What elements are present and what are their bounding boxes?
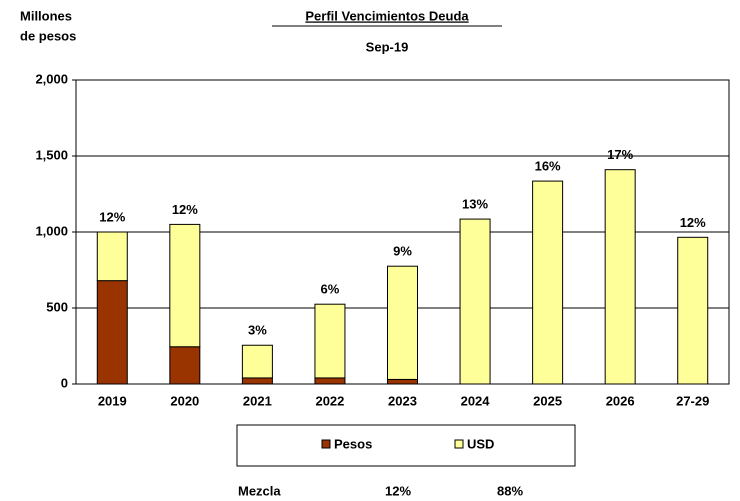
footer-label: Mezcla	[238, 483, 281, 498]
legend-label: Pesos	[334, 436, 372, 451]
bar-label: 13%	[462, 197, 488, 212]
footer-value: 12%	[385, 483, 411, 498]
x-tick-label: 2021	[243, 393, 272, 408]
x-tick-label: 2023	[388, 393, 417, 408]
bar-segment	[241, 377, 273, 385]
y-tick-label: 1,500	[35, 147, 68, 162]
x-tick-label: 2025	[533, 393, 562, 408]
chart-title: Perfil Vencimientos Deuda	[305, 8, 469, 23]
bar-segment	[459, 218, 491, 385]
x-tick-label: 27-29	[676, 393, 709, 408]
bar-label: 6%	[321, 282, 340, 297]
bar-segment	[677, 236, 709, 385]
bar-segment	[314, 303, 346, 379]
bar-segment	[604, 169, 636, 385]
bar-segment	[532, 180, 564, 385]
bar-segment	[387, 378, 418, 385]
bar-label: 16%	[535, 159, 561, 174]
y-tick-label: 0	[61, 375, 68, 390]
legend-label: USD	[467, 436, 494, 451]
bar-label: 9%	[393, 244, 412, 259]
legend-swatch	[454, 439, 464, 449]
x-tick-label: 2019	[98, 393, 127, 408]
y-tick-label: 2,000	[35, 71, 68, 86]
x-tick-label: 2026	[606, 393, 635, 408]
legend-swatch	[321, 439, 331, 449]
chart-subtitle: Sep-19	[366, 39, 409, 54]
bar-segment	[169, 346, 201, 385]
bar-label: 17%	[607, 147, 633, 162]
bar-label: 12%	[99, 209, 125, 224]
bar-segment	[241, 344, 273, 379]
bar-segment	[387, 265, 418, 380]
y-tick-label: 1,000	[35, 223, 68, 238]
y-tick-label: 500	[46, 299, 68, 314]
bar-segment	[169, 223, 201, 348]
bar-segment	[314, 377, 346, 385]
bar-label: 12%	[680, 215, 706, 230]
bar-segment	[96, 231, 128, 282]
y-axis-label: Millones	[20, 8, 72, 23]
x-tick-label: 2020	[170, 393, 199, 408]
x-tick-label: 2022	[315, 393, 344, 408]
x-tick-label: 2024	[461, 393, 491, 408]
legend-box	[236, 424, 576, 467]
footer-value: 88%	[497, 483, 523, 498]
y-axis-label: de pesos	[20, 28, 76, 43]
bar-segment	[96, 280, 128, 385]
bar-label: 3%	[248, 323, 267, 338]
bar-label: 12%	[172, 202, 198, 217]
